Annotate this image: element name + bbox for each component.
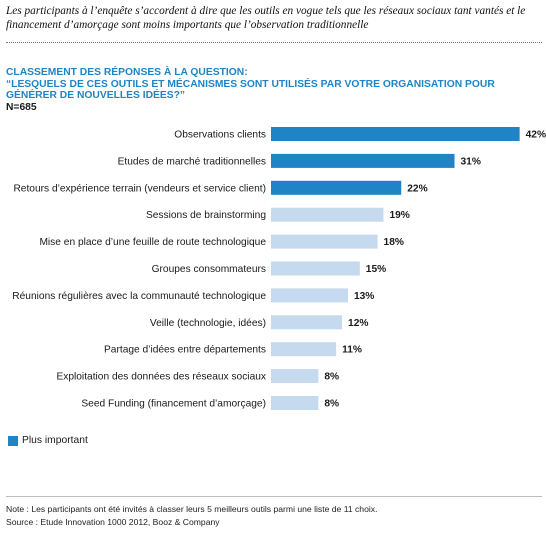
question-title: CLASSEMENT DES RÉPONSES À LA QUESTION: xyxy=(6,67,248,78)
category-label: Observations clients xyxy=(174,130,266,141)
sample-size: N=685 xyxy=(6,102,37,113)
category-label: Retours d’expérience terrain (vendeurs e… xyxy=(13,183,266,194)
value-label: 12% xyxy=(348,318,368,329)
bar xyxy=(271,396,319,410)
value-label: 22% xyxy=(407,183,427,194)
category-label: Groupes consommateurs xyxy=(152,264,266,275)
question-text: “LESQUELS DE CES OUTILS ET MÉCANISMES SO… xyxy=(6,79,495,101)
footnote: Note : Les participants ont été invités … xyxy=(6,504,378,514)
value-label: 11% xyxy=(342,345,362,356)
headline: Les participants à l’enquête s’accordent… xyxy=(6,5,526,31)
bar xyxy=(271,369,319,384)
value-label: 8% xyxy=(324,372,339,383)
value-label: 19% xyxy=(389,210,409,221)
bar xyxy=(271,261,360,276)
category-label: Seed Funding (financement d’amorçage) xyxy=(81,399,266,410)
value-label: 15% xyxy=(366,264,386,275)
value-label: 13% xyxy=(354,291,374,302)
value-label: 18% xyxy=(384,237,404,248)
dotted-divider xyxy=(6,42,542,43)
value-label: 8% xyxy=(324,399,339,410)
bar xyxy=(271,207,384,222)
bar xyxy=(271,288,348,303)
category-label: Veille (technologie, idées) xyxy=(150,318,266,329)
legend: Plus important xyxy=(8,435,88,446)
bar xyxy=(271,180,402,195)
category-label: Etudes de marché traditionnelles xyxy=(118,156,266,167)
category-label: Réunions régulières avec la communauté t… xyxy=(12,291,266,302)
value-label: 31% xyxy=(461,156,481,167)
category-label: Mise en place d’une feuille de route tec… xyxy=(39,237,266,248)
category-label: Exploitation des données des réseaux soc… xyxy=(56,372,266,383)
bar xyxy=(271,153,455,168)
legend-label: Plus important xyxy=(22,435,88,446)
bar xyxy=(271,342,337,357)
category-label: Partage d’idées entre départements xyxy=(104,345,266,356)
bar xyxy=(271,315,343,330)
legend-swatch xyxy=(8,435,18,446)
footer-divider xyxy=(6,496,542,497)
value-label: 42% xyxy=(526,130,546,141)
bar xyxy=(271,127,520,141)
bar xyxy=(271,234,378,249)
category-label: Sessions de brainstorming xyxy=(146,210,266,221)
source-note: Source : Etude Innovation 1000 2012, Boo… xyxy=(6,517,220,527)
